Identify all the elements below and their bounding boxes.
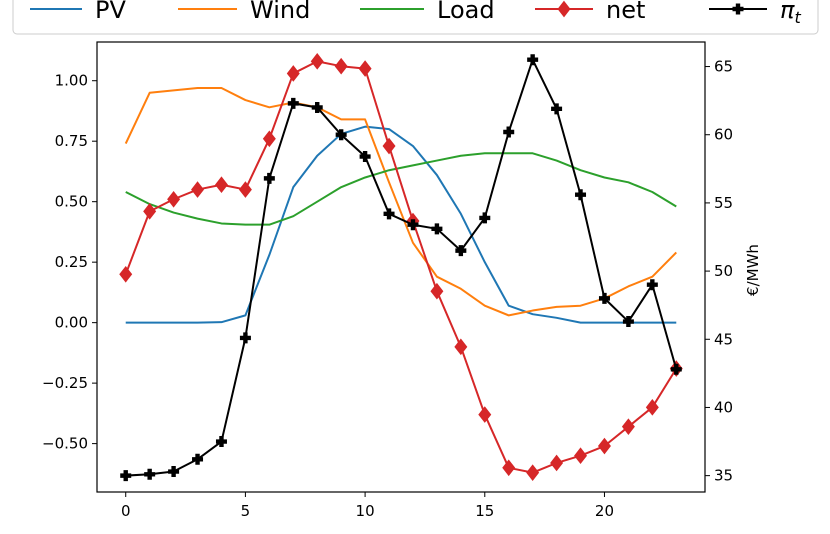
data-point-pi-t xyxy=(287,97,299,109)
data-point-net xyxy=(310,53,324,70)
y-tick-label-left: 1.00 xyxy=(55,72,88,90)
legend-item-load: Load xyxy=(360,0,495,24)
y-tick-label-right: 35 xyxy=(714,467,733,485)
data-point-pi-t xyxy=(455,245,467,257)
legend: PV Wind Load net πt xyxy=(12,0,819,35)
data-point-net xyxy=(478,406,492,423)
ticks: 0 5 10 15 20 −0.50 −0.25 0.00 0.25 0.50 0.75 1.00 35… xyxy=(42,58,733,520)
legend-marker-net xyxy=(557,0,571,18)
data-point-pi-t xyxy=(263,172,275,184)
data-point-pi-t xyxy=(431,223,443,235)
series-line-load xyxy=(125,152,677,226)
y-tick-label-left: −0.25 xyxy=(42,374,88,392)
data-point-net xyxy=(143,203,157,220)
data-point-pi-t xyxy=(311,101,323,113)
data-point-net xyxy=(238,181,252,198)
legend-marker-pi-t xyxy=(732,3,744,15)
data-point-pi-t xyxy=(503,126,515,138)
plot-frame xyxy=(96,41,706,493)
data-point-net xyxy=(621,418,635,435)
data-point-pi-t xyxy=(646,279,658,291)
legend-box xyxy=(12,0,819,35)
data-point-net xyxy=(597,437,611,455)
y-axis-label-right: €/MWh xyxy=(744,244,762,296)
legend-label-wind: Wind xyxy=(250,0,310,24)
data-point-net xyxy=(526,464,540,481)
legend-label-pv: PV xyxy=(95,0,126,24)
legend-label-net: net xyxy=(606,0,645,24)
data-point-pi-t xyxy=(215,436,227,448)
y-tick-label-left: 0.00 xyxy=(55,314,88,332)
data-point-pi-t xyxy=(598,292,610,304)
legend-label-load: Load xyxy=(437,0,495,24)
data-point-pi-t xyxy=(407,219,419,231)
y-tick-label-right: 65 xyxy=(714,58,733,76)
y-tick-label-left: −0.50 xyxy=(42,435,88,453)
data-point-pi-t xyxy=(383,208,395,220)
x-tick-label: 20 xyxy=(595,502,614,520)
series-pi-t xyxy=(120,54,682,482)
data-point-pi-t xyxy=(144,468,156,480)
series-line-pi-t xyxy=(125,58,678,477)
legend-label-pi-t: πt xyxy=(780,0,801,27)
y-tick-label-left: 0.75 xyxy=(55,132,88,150)
y-tick-label-right: 40 xyxy=(714,398,733,416)
axes xyxy=(96,41,706,493)
data-point-net xyxy=(550,454,564,472)
data-point-pi-t xyxy=(670,363,682,375)
series-load xyxy=(125,152,677,226)
data-point-net xyxy=(382,137,396,155)
data-point-net xyxy=(191,181,205,198)
data-point-pi-t xyxy=(575,189,587,201)
legend-item-wind: Wind xyxy=(178,0,310,24)
x-tick-label: 0 xyxy=(121,502,131,520)
y-tick-label-left: 0.25 xyxy=(55,253,88,271)
series-net xyxy=(119,53,683,481)
data-point-pi-t xyxy=(479,212,491,224)
data-point-pi-t xyxy=(527,54,539,66)
y-tick-label-right: 55 xyxy=(714,194,733,212)
data-point-net xyxy=(358,60,372,77)
data-point-pi-t xyxy=(551,103,563,115)
legend-item-net: net xyxy=(535,0,645,24)
series-line-wind xyxy=(124,86,677,317)
data-point-pi-t xyxy=(120,470,132,482)
data-point-pi-t xyxy=(239,332,251,344)
data-point-net xyxy=(214,176,228,194)
y-tick-label-left: 0.50 xyxy=(55,193,88,211)
data-point-net xyxy=(119,265,133,283)
y-tick-label-right: 45 xyxy=(714,330,733,348)
series-layer xyxy=(119,53,683,482)
x-tick-label: 15 xyxy=(475,502,494,520)
series-line-net xyxy=(124,60,678,474)
legend-item-pv: PV xyxy=(30,0,126,24)
data-point-net xyxy=(454,338,468,356)
data-point-pi-t xyxy=(622,316,634,328)
legend-item-pi-t: πt xyxy=(709,0,801,27)
data-point-pi-t xyxy=(192,453,204,465)
y-tick-label-right: 50 xyxy=(714,262,733,280)
data-point-net xyxy=(286,65,300,82)
data-point-net xyxy=(167,190,181,208)
y-tick-label-right: 60 xyxy=(714,126,733,144)
x-tick-label: 5 xyxy=(241,502,251,520)
data-point-net xyxy=(574,447,588,465)
x-tick-label: 10 xyxy=(356,502,375,520)
data-point-pi-t xyxy=(335,129,347,141)
data-point-net xyxy=(262,130,276,148)
data-point-pi-t xyxy=(168,466,180,478)
data-point-pi-t xyxy=(359,151,371,163)
data-point-net xyxy=(645,399,659,416)
data-point-net xyxy=(334,57,348,75)
series-pv xyxy=(125,125,677,324)
data-point-net xyxy=(430,282,444,300)
series-line-pv xyxy=(125,125,677,324)
data-point-net xyxy=(502,459,516,477)
series-wind xyxy=(124,86,677,317)
